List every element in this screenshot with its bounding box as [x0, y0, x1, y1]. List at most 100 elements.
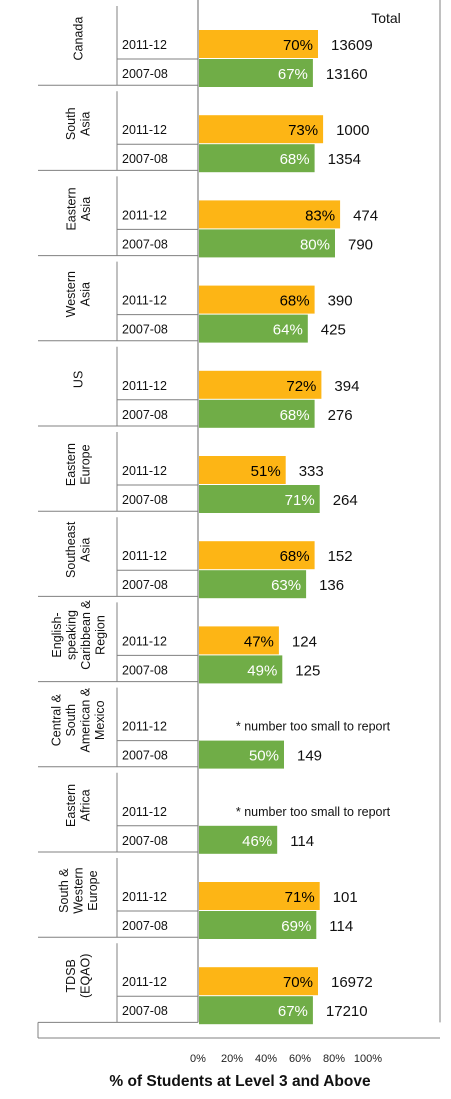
group-label-line: Asia	[79, 538, 93, 562]
group-label-line: Africa	[79, 789, 93, 821]
year-label: 2011-12	[122, 549, 167, 563]
percent-label: 49%	[247, 662, 277, 679]
year-label: 2011-12	[122, 634, 167, 648]
percent-label: 67%	[278, 1003, 308, 1020]
bar-2007-08	[199, 229, 335, 258]
year-label: 2007-08	[122, 578, 168, 592]
group-label: English-speakingCaribbean &Region	[50, 600, 108, 670]
total-label: 425	[321, 322, 346, 339]
total-label: 136	[319, 577, 344, 594]
total-label: 276	[328, 407, 353, 424]
group-label: WesternAsia	[64, 271, 93, 317]
group-label-line: Region	[93, 615, 107, 655]
year-label: 2011-12	[122, 890, 167, 904]
group-south-asia: SouthAsia 2011-12 73% 1000 2007-08 68% 1354	[38, 91, 369, 173]
group-central-south-american-mexico: Central &SouthAmerican &Mexico 2011-12 * n…	[38, 687, 391, 769]
percent-label: 73%	[288, 122, 318, 139]
bar-2007-08	[199, 144, 315, 173]
percent-label: 80%	[300, 236, 330, 253]
year-label: 2011-12	[122, 38, 167, 52]
x-tick-label: 40%	[255, 1053, 277, 1065]
group-label-line: American &	[79, 687, 93, 752]
percent-label: 68%	[280, 151, 310, 168]
year-label: 2007-08	[122, 237, 168, 251]
total-label: 1354	[328, 151, 361, 168]
total-label: 152	[328, 548, 353, 565]
year-label: 2007-08	[122, 408, 168, 422]
total-label: 16972	[331, 974, 373, 991]
group-english-speaking-caribbean-region: English-speakingCaribbean &Region 2011-12…	[38, 600, 320, 684]
year-label: 2011-12	[122, 208, 167, 222]
group-eastern-asia: EasternAsia 2011-12 83% 474 2007-08 80% 790	[38, 176, 378, 258]
chart-groups: Canada 2011-12 70% 13609 2007-08 67% 13160 Sout…	[38, 6, 391, 1025]
not-reported-note: * number too small to report	[236, 720, 391, 734]
bar-2011-12	[199, 967, 318, 996]
bar-2007-08	[199, 996, 313, 1025]
x-tick-label: 60%	[289, 1053, 311, 1065]
total-label: 264	[333, 492, 358, 509]
bar-2007-08	[199, 740, 284, 769]
group-label: SouthAsia	[64, 107, 93, 140]
group-label: TDSB(EQAO)	[64, 954, 93, 998]
not-reported-note: * number too small to report	[236, 805, 391, 819]
group-label-line: US	[72, 371, 86, 388]
year-label: 2007-08	[122, 493, 168, 507]
total-label: 124	[292, 633, 317, 650]
group-label-line: English-	[50, 612, 64, 657]
group-label: EasternAsia	[64, 187, 93, 230]
year-label: 2011-12	[122, 975, 167, 989]
group-label: Central &SouthAmerican &Mexico	[50, 687, 108, 752]
year-label: 2007-08	[122, 749, 168, 763]
year-label: 2011-12	[122, 805, 167, 819]
group-southeast-asia: SoutheastAsia 2011-12 68% 152 2007-08 63% 136	[38, 517, 353, 599]
year-label: 2011-12	[122, 294, 167, 308]
group-label-line: Canada	[72, 17, 86, 61]
percent-label: 71%	[285, 889, 315, 906]
percent-label: 68%	[280, 293, 310, 310]
total-label: 101	[333, 889, 358, 906]
group-label-line: South &	[57, 868, 71, 913]
x-tick-label: 20%	[221, 1053, 243, 1065]
group-label-line: Mexico	[93, 700, 107, 740]
percent-label: 50%	[249, 748, 279, 765]
percent-label: 46%	[242, 833, 272, 850]
percent-label: 72%	[286, 378, 316, 395]
total-label: 474	[353, 207, 378, 224]
group-south-western-europe: South &WesternEurope 2011-12 71% 101 2007-08…	[38, 858, 358, 939]
total-label: 1000	[336, 122, 369, 139]
bar-2011-12	[199, 200, 341, 229]
year-label: 2007-08	[122, 1004, 168, 1018]
year-label: 2007-08	[122, 323, 168, 337]
year-label: 2007-08	[122, 67, 168, 81]
year-label: 2011-12	[122, 720, 167, 734]
percent-label: 70%	[283, 37, 313, 54]
total-label: 125	[295, 662, 320, 679]
year-label: 2011-12	[122, 123, 167, 137]
bar-2011-12	[199, 370, 322, 399]
year-label: 2011-12	[122, 379, 167, 393]
group-label-line: Caribbean &	[79, 600, 93, 670]
percent-label: 63%	[271, 577, 301, 594]
group-eastern-africa: EasternAfrica 2011-12 * number too small t…	[38, 772, 391, 854]
bar-2007-08	[199, 911, 317, 939]
group-western-asia: WesternAsia 2011-12 68% 390 2007-08 64% 425	[38, 261, 353, 343]
bar-2011-12	[199, 541, 315, 570]
bar-2007-08	[199, 59, 313, 87]
group-label-line: Western	[64, 271, 78, 317]
year-label: 2011-12	[122, 464, 167, 478]
x-tick-label: 80%	[323, 1053, 345, 1065]
bar-2007-08	[199, 825, 278, 854]
group-label: EasternEurope	[64, 443, 93, 486]
total-label: 149	[297, 748, 322, 765]
group-label-line: Eastern	[64, 443, 78, 486]
percent-label: 68%	[280, 548, 310, 565]
x-axis-title: % of Students at Level 3 and Above	[109, 1073, 371, 1090]
group-label-line: Asia	[79, 197, 93, 221]
group-tdsb-eqao: TDSB(EQAO) 2011-12 70% 16972 2007-08 67% 17210	[38, 943, 373, 1025]
x-axis: 0% 20% 40% 60% 80% 100%	[190, 1053, 382, 1065]
bar-2011-12	[199, 882, 320, 910]
total-label: 333	[299, 463, 324, 480]
x-tick-label: 100%	[354, 1053, 382, 1065]
